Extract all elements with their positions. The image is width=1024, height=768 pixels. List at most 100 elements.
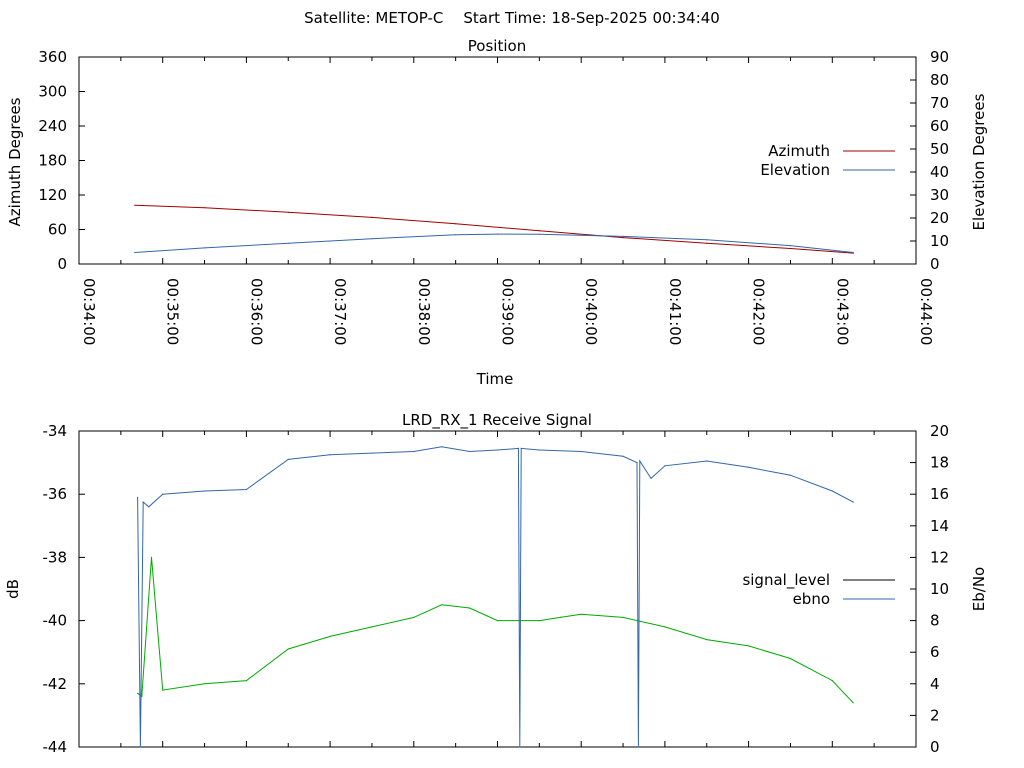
- y2-tick-label: 80: [930, 71, 949, 89]
- y2-tick-label: 50: [930, 140, 949, 158]
- data-point: [413, 450, 415, 453]
- data-point: [706, 639, 708, 641]
- position-ylabel: Azimuth Degrees: [6, 97, 24, 226]
- y-tick-label: -40: [43, 612, 68, 630]
- data-point: [580, 613, 582, 615]
- data-point: [441, 604, 443, 606]
- data-point: [852, 251, 854, 254]
- data-point: [559, 616, 561, 619]
- signal-ylabel: dB: [4, 579, 22, 599]
- y-tick-label: 240: [38, 117, 67, 135]
- data-point: [137, 692, 139, 694]
- data-point: [245, 488, 247, 491]
- y2-tick-label: 0: [930, 738, 940, 756]
- data-point: [637, 746, 640, 748]
- data-point: [664, 465, 666, 467]
- data-point: [162, 689, 164, 691]
- data-point: [496, 620, 499, 622]
- y-tick-label: -42: [43, 675, 68, 693]
- x-tick-label: 00:39:00: [499, 278, 517, 345]
- data-point: [517, 447, 520, 449]
- y2-tick-label: 30: [930, 186, 949, 204]
- data-point: [664, 626, 666, 628]
- y-tick-label: 300: [38, 83, 67, 101]
- data-point: [287, 242, 289, 244]
- data-point: [622, 455, 624, 457]
- data-point: [831, 490, 833, 492]
- data-point: [580, 450, 582, 453]
- y-tick-label: -38: [43, 548, 68, 566]
- data-point: [455, 234, 457, 236]
- data-point: [706, 242, 708, 244]
- x-tick-label: 00:43:00: [833, 278, 851, 345]
- data-point: [622, 235, 624, 237]
- y2-tick-label: 12: [930, 548, 949, 566]
- data-point: [496, 233, 499, 235]
- y2-tick-label: 4: [930, 675, 940, 693]
- data-point: [748, 645, 750, 647]
- data-point: [639, 460, 641, 462]
- data-point: [287, 458, 289, 460]
- data-point: [748, 466, 750, 468]
- data-point: [204, 247, 206, 249]
- data-point: [789, 245, 792, 247]
- data-point: [413, 616, 415, 619]
- position-series: [134, 204, 854, 254]
- y2-tick-label: 20: [930, 209, 949, 227]
- start-time-label: Start Time: 18-Sep-2025 00:34:40: [463, 9, 719, 27]
- x-tick-label: 00:35:00: [164, 278, 182, 345]
- y-tick-label: -36: [43, 485, 68, 503]
- y2-tick-label: 70: [930, 94, 949, 112]
- data-point: [287, 211, 289, 213]
- position-y2label: Elevation Degrees: [970, 93, 988, 230]
- x-tick-label: 00:42:00: [750, 278, 768, 345]
- x-tick-label: 00:37:00: [331, 278, 349, 345]
- y2-tick-label: 18: [930, 454, 949, 472]
- y2-tick-label: 60: [930, 117, 949, 135]
- data-point: [519, 746, 521, 748]
- y-tick-label: 120: [38, 186, 67, 204]
- data-point: [622, 237, 624, 239]
- data-point: [204, 490, 206, 492]
- x-tick-label: 00:38:00: [415, 278, 433, 345]
- y-tick-label: 60: [48, 221, 67, 239]
- signal-y2label: Eb/No: [970, 567, 988, 611]
- y-tick-label: 180: [38, 152, 67, 170]
- data-point: [371, 216, 373, 218]
- x-tick-label: 00:41:00: [666, 278, 684, 345]
- data-point: [137, 496, 139, 498]
- y2-tick-label: 40: [930, 163, 949, 181]
- y2-tick-label: 6: [930, 643, 940, 661]
- position-chart: Position 0 60 120 180 240 300 360 0 10 20 30 40 50 60…: [6, 37, 988, 388]
- data-point: [789, 247, 792, 250]
- data-point: [520, 447, 522, 449]
- data-point: [287, 648, 289, 650]
- data-point: [538, 620, 541, 622]
- header-title: Satellite: METOP-C Start Time: 18-Sep-202…: [304, 9, 720, 27]
- series-line-ebno: [137, 446, 854, 748]
- position-xlabel: Time: [476, 370, 514, 388]
- legend-signal-level-label: signal_level: [742, 571, 830, 590]
- data-point: [831, 680, 833, 682]
- data-point: [204, 683, 206, 685]
- y-tick-label: 0: [57, 255, 67, 273]
- y-tick-label: 360: [38, 48, 67, 66]
- data-point: [538, 449, 541, 451]
- data-point: [538, 230, 541, 232]
- legend-elevation-label: Elevation: [760, 161, 830, 179]
- signal-series: [137, 446, 854, 748]
- legend-ebno-label: ebno: [793, 590, 830, 608]
- signal-title: LRD_RX_1 Receive Signal: [402, 411, 592, 430]
- data-point: [789, 657, 792, 660]
- signal-plot-frame: [78, 430, 917, 748]
- x-tick-label: 00:40:00: [582, 278, 600, 345]
- data-point: [706, 460, 708, 462]
- data-point: [141, 695, 143, 698]
- series-line-elevation: [134, 233, 854, 253]
- data-point: [706, 239, 708, 241]
- position-legend: Azimuth Elevation: [760, 142, 895, 179]
- data-point: [329, 454, 331, 456]
- data-point: [852, 702, 854, 704]
- data-point: [204, 207, 206, 209]
- satellite-label: Satellite: METOP-C: [304, 9, 443, 27]
